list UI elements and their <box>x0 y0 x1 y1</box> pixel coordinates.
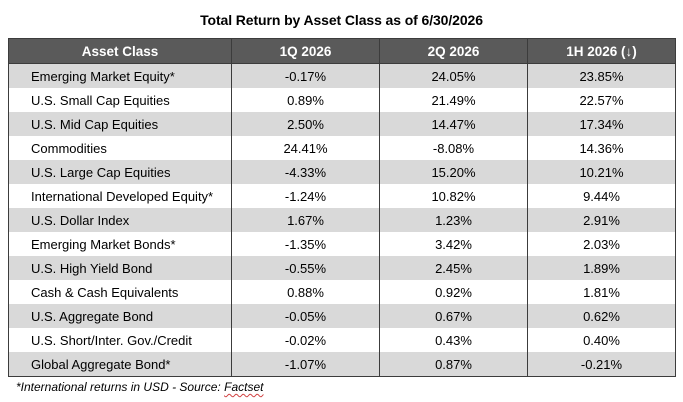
h1-cell: 17.34% <box>527 112 676 136</box>
q1-cell: 0.89% <box>231 88 380 112</box>
table-row: Cash & Cash Equivalents 0.88% 0.92% 1.81% <box>8 280 676 304</box>
asset-class-cell: Cash & Cash Equivalents <box>8 280 232 304</box>
asset-class-cell: U.S. Mid Cap Equities <box>8 112 232 136</box>
table-row: U.S. Short/Inter. Gov./Credit -0.02% 0.43%… <box>8 328 676 352</box>
table-row: Emerging Market Bonds* -1.35% 3.42% 2.03% <box>8 232 676 256</box>
column-header-1q-2026: 1Q 2026 <box>231 38 380 64</box>
q2-cell: 3.42% <box>379 232 528 256</box>
column-header-asset-class: Asset Class <box>8 38 232 64</box>
table-row: U.S. Small Cap Equities 0.89% 21.49% 22.57% <box>8 88 676 112</box>
q2-cell: 21.49% <box>379 88 528 112</box>
table-row: U.S. Aggregate Bond -0.05% 0.67% 0.62% <box>8 304 676 328</box>
q1-cell: 24.41% <box>231 136 380 160</box>
q1-cell: -1.35% <box>231 232 380 256</box>
asset-class-cell: U.S. Large Cap Equities <box>8 160 232 184</box>
q2-cell: 0.67% <box>379 304 528 328</box>
table-row: Global Aggregate Bond* -1.07% 0.87% -0.21% <box>8 352 676 377</box>
q2-cell: 14.47% <box>379 112 528 136</box>
h1-cell: 14.36% <box>527 136 676 160</box>
q1-cell: -0.02% <box>231 328 380 352</box>
asset-class-cell: U.S. High Yield Bond <box>8 256 232 280</box>
q1-cell: -1.07% <box>231 352 380 377</box>
table-title: Total Return by Asset Class as of 6/30/2… <box>200 12 483 28</box>
asset-class-cell: Emerging Market Bonds* <box>8 232 232 256</box>
q1-cell: -0.55% <box>231 256 380 280</box>
footnote: *International returns in USD - Source: … <box>16 380 263 394</box>
q1-cell: 1.67% <box>231 208 380 232</box>
column-header-1h-2026: 1H 2026 (↓) <box>527 38 676 64</box>
footnote-text: *International returns in USD - Source: <box>16 380 225 394</box>
table-row: Emerging Market Equity* -0.17% 24.05% 23.85… <box>8 63 676 88</box>
asset-class-cell: U.S. Short/Inter. Gov./Credit <box>8 328 232 352</box>
q2-cell: -8.08% <box>379 136 528 160</box>
q1-cell: -0.05% <box>231 304 380 328</box>
q2-cell: 15.20% <box>379 160 528 184</box>
asset-class-cell: International Developed Equity* <box>8 184 232 208</box>
table-row: U.S. High Yield Bond -0.55% 2.45% 1.89% <box>8 256 676 280</box>
returns-table: Asset Class 1Q 2026 2Q 2026 1H 2026 (↓) … <box>8 38 676 377</box>
asset-class-cell: U.S. Small Cap Equities <box>8 88 232 112</box>
q1-cell: 0.88% <box>231 280 380 304</box>
h1-cell: 22.57% <box>527 88 676 112</box>
q1-cell: -4.33% <box>231 160 380 184</box>
table-row: U.S. Dollar Index 1.67% 1.23% 2.91% <box>8 208 676 232</box>
h1-cell: 10.21% <box>527 160 676 184</box>
table-row: U.S. Mid Cap Equities 2.50% 14.47% 17.34% <box>8 112 676 136</box>
asset-class-cell: Commodities <box>8 136 232 160</box>
column-header-2q-2026: 2Q 2026 <box>379 38 528 64</box>
q2-cell: 0.43% <box>379 328 528 352</box>
h1-cell: 0.62% <box>527 304 676 328</box>
h1-cell: 2.91% <box>527 208 676 232</box>
h1-cell: -0.21% <box>527 352 676 377</box>
q1-cell: -0.17% <box>231 63 380 88</box>
header-row: Asset Class 1Q 2026 2Q 2026 1H 2026 (↓) <box>8 38 676 64</box>
h1-cell: 9.44% <box>527 184 676 208</box>
h1-cell: 1.81% <box>527 280 676 304</box>
asset-class-cell: U.S. Aggregate Bond <box>8 304 232 328</box>
h1-cell: 1.89% <box>527 256 676 280</box>
table-row: Commodities 24.41% -8.08% 14.36% <box>8 136 676 160</box>
table-row: International Developed Equity* -1.24% 10.… <box>8 184 676 208</box>
q2-cell: 24.05% <box>379 63 528 88</box>
q2-cell: 1.23% <box>379 208 528 232</box>
asset-class-cell: U.S. Dollar Index <box>8 208 232 232</box>
asset-class-cell: Emerging Market Equity* <box>8 63 232 88</box>
q2-cell: 10.82% <box>379 184 528 208</box>
h1-cell: 23.85% <box>527 63 676 88</box>
h1-cell: 2.03% <box>527 232 676 256</box>
q2-cell: 0.87% <box>379 352 528 377</box>
q2-cell: 0.92% <box>379 280 528 304</box>
table-row: U.S. Large Cap Equities -4.33% 15.20% 10.21… <box>8 160 676 184</box>
h1-cell: 0.40% <box>527 328 676 352</box>
q1-cell: -1.24% <box>231 184 380 208</box>
q1-cell: 2.50% <box>231 112 380 136</box>
asset-class-cell: Global Aggregate Bond* <box>8 352 232 377</box>
table-body: Emerging Market Equity* -0.17% 24.05% 23.85… <box>8 63 676 377</box>
q2-cell: 2.45% <box>379 256 528 280</box>
footnote-source: Factset <box>224 380 264 394</box>
